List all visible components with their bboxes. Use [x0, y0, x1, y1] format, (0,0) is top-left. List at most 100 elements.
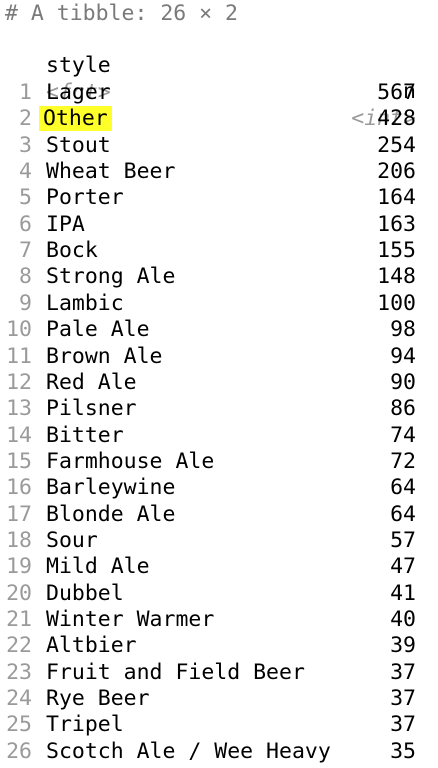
row-style: Scotch Ale / Wee Heavy [46, 739, 331, 765]
row-count: 57 [390, 527, 416, 553]
row-number: 15 [6, 448, 32, 474]
style-label: Dubbel [46, 580, 124, 606]
row-count: 47 [390, 554, 416, 580]
table-row: 16 Barleywine 64 [0, 475, 438, 501]
row-number: 24 [6, 686, 32, 712]
row-count: 100 [377, 290, 416, 316]
row-number: 14 [6, 422, 32, 448]
row-number: 21 [6, 607, 32, 632]
row-number: 5 [19, 185, 32, 211]
table-row: 5 Porter 164 [0, 185, 438, 211]
row-style: Rye Beer [46, 686, 150, 712]
row-style: Stout [46, 133, 111, 159]
row-style: Altbier [46, 633, 137, 659]
row-number: 8 [19, 264, 32, 290]
table-row: 21 Winter Warmer 40 [0, 607, 438, 633]
table-row: 19 Mild Ale 47 [0, 554, 438, 580]
row-count: 254 [377, 132, 416, 158]
table-row: 7 Bock 155 [0, 238, 438, 264]
row-number: 16 [6, 475, 32, 501]
style-label: Farmhouse Ale [46, 448, 215, 474]
table-row: 20 Dubbel 41 [0, 581, 438, 607]
row-count: 41 [390, 580, 416, 606]
table-row: 12 Red Ale 90 [0, 370, 438, 396]
row-number: 22 [6, 633, 32, 659]
row-count: 39 [390, 633, 416, 659]
row-count: 64 [390, 501, 416, 527]
table-row: 4 Wheat Beer 206 [0, 159, 438, 185]
row-style: IPA [46, 212, 85, 238]
row-number: 3 [19, 132, 32, 158]
table-row: 1 Lager 567 [0, 80, 438, 106]
table-row: 25 Tripel 37 [0, 712, 438, 738]
tibble-summary: # A tibble: 26 × 2 [5, 1, 238, 26]
row-number: 6 [19, 211, 32, 237]
row-number: 25 [6, 712, 32, 738]
row-number: 1 [19, 80, 32, 105]
table-row: 14 Bitter 74 [0, 423, 438, 449]
column-header-row: style n [0, 27, 438, 104]
column-type-row: <fct> <int> [0, 54, 438, 131]
row-number: 7 [19, 238, 32, 264]
row-number: 9 [19, 290, 32, 316]
row-number: 17 [6, 501, 32, 527]
column-type-style: <fct> [46, 80, 111, 105]
row-number: 23 [6, 659, 32, 685]
row-style: Sour [46, 528, 98, 554]
row-count: 72 [390, 448, 416, 474]
table-row: 6 IPA 163 [0, 212, 438, 238]
table-row: 3 Stout 254 [0, 133, 438, 159]
style-label: Altbier [46, 633, 137, 659]
table-row: 22 Altbier 39 [0, 633, 438, 659]
style-label: Porter [46, 185, 124, 211]
style-label: Scotch Ale / Wee Heavy [46, 738, 331, 764]
table-row: 9 Lambic 100 [0, 291, 438, 317]
table-row: 15 Farmhouse Ale 72 [0, 449, 438, 475]
style-label: Bitter [46, 422, 124, 448]
style-label: Lambic [46, 290, 124, 316]
row-style: Lambic [46, 291, 124, 317]
row-count: 164 [377, 185, 416, 211]
row-number: 20 [6, 580, 32, 606]
table-row: 17 Blonde Ale 64 [0, 502, 438, 528]
row-style: Strong Ale [46, 264, 175, 290]
table-row: 8 Strong Ale 148 [0, 264, 438, 290]
row-number: 26 [6, 738, 32, 764]
column-type-n: <int> [351, 106, 416, 131]
row-count: 567 [377, 80, 416, 105]
row-number: 11 [6, 343, 32, 369]
style-label: Bock [46, 238, 98, 264]
column-header-n: n [403, 79, 416, 104]
row-style: Winter Warmer [46, 607, 214, 633]
row-style: Tripel [46, 712, 124, 738]
table-row: 26 Scotch Ale / Wee Heavy 35 [0, 739, 438, 765]
row-style: Wheat Beer [46, 159, 175, 185]
style-label: IPA [46, 211, 85, 237]
row-count: 155 [377, 238, 416, 264]
row-count: 148 [377, 264, 416, 290]
style-label: Brown Ale [46, 343, 163, 369]
table-row: 10 Pale Ale 98 [0, 317, 438, 343]
style-label: Strong Ale [46, 264, 176, 290]
row-count: 40 [390, 607, 416, 632]
row-count: 37 [390, 659, 416, 685]
row-count: 74 [390, 422, 416, 448]
style-label: Wheat Beer [46, 159, 176, 185]
row-style: Other [39, 106, 112, 132]
table-row: 24 Rye Beer 37 [0, 686, 438, 712]
style-label: Pale Ale [46, 317, 150, 343]
table-row: 18 Sour 57 [0, 528, 438, 554]
row-count: 94 [390, 343, 416, 369]
style-label: Barleywine [46, 475, 176, 501]
style-label: Red Ale [46, 369, 137, 395]
style-label: Stout [46, 132, 111, 158]
row-style: Dubbel [46, 581, 124, 607]
row-count: 37 [390, 712, 416, 738]
table-row: 2 Other 428 [0, 106, 438, 132]
highlighted-style-label: Other [39, 106, 112, 132]
row-number: 4 [19, 159, 32, 185]
row-count: 64 [390, 475, 416, 501]
row-number: 12 [6, 369, 32, 395]
row-style: Bitter [46, 423, 124, 449]
style-label: Rye Beer [46, 686, 150, 712]
